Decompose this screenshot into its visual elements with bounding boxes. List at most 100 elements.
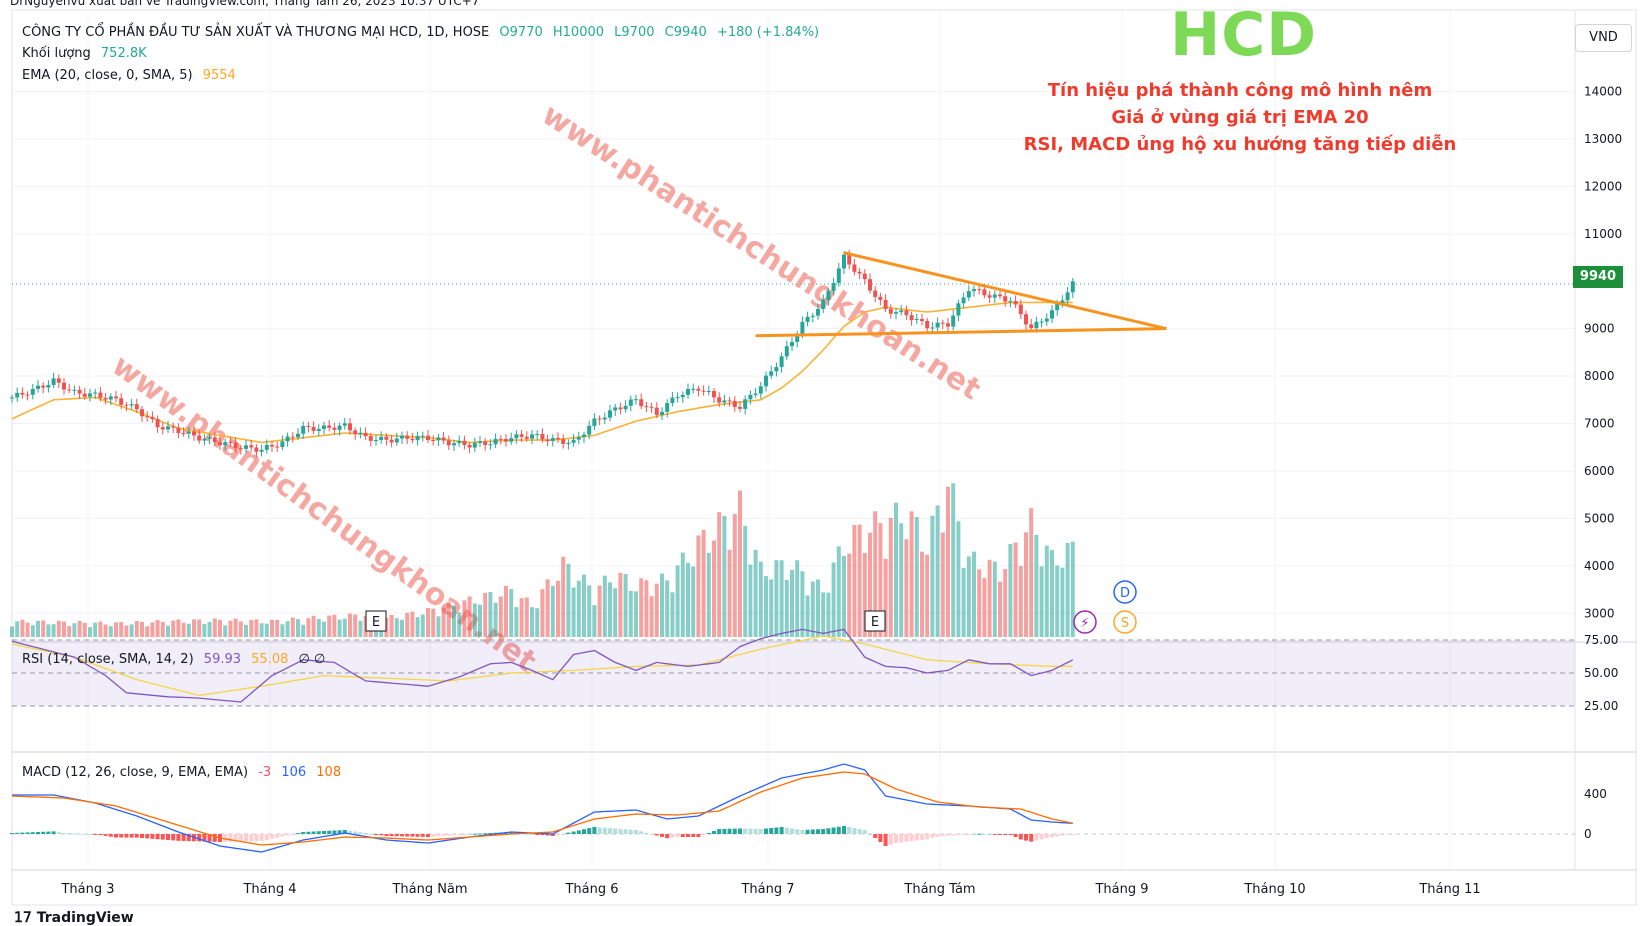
volume-bar [821,592,826,637]
candle-body [244,445,248,449]
candle-body [270,444,274,447]
candle-body [618,407,623,410]
rsi-legend[interactable]: RSI (14, close, SMA, 14, 2) 59.93 55.08 … [22,652,331,667]
volume-bar [1008,544,1013,637]
macd-histogram-bar [400,834,404,837]
macd-histogram-bar [868,834,872,835]
macd-histogram-bar [171,834,176,841]
volume-bar [280,624,285,637]
volume-bar [800,571,805,637]
watermark-text: www.phantichchungkhoan.net [536,97,987,407]
volume-bar [20,619,25,637]
candle-body [743,399,748,409]
candle-body [467,444,472,448]
candle-body [592,418,597,426]
macd-histogram-bar [769,828,774,834]
ema-legend[interactable]: EMA (20, close, 0, SMA, 5) 9554 [22,68,242,83]
macd-histogram-bar [816,829,820,834]
currency-button[interactable]: VND [1575,24,1632,52]
event-markers[interactable]: E E DS ⚡ [365,580,1137,634]
pane-separators [11,9,1637,906]
candle-body [363,432,368,437]
candle-body [712,391,716,398]
macd-histogram-bar [332,830,337,834]
volume-bar [223,625,228,637]
rsi-line [11,628,1074,703]
candle-body [264,444,269,450]
macd-histogram-bar [488,833,493,834]
candle-body [956,303,961,316]
volume-bar [436,616,441,637]
lightning-icon-circle [1073,610,1097,634]
volume-bar [1013,542,1018,637]
volume-bar [129,624,134,637]
volume-bar [119,622,124,637]
candle-body [410,438,415,441]
macd-histogram-bar [394,834,399,837]
candle-body [322,425,326,429]
macd-histogram-bar [888,834,893,845]
candle-body [72,389,77,391]
volume-bar [550,585,555,637]
candle-body [296,433,300,438]
macd-histogram-bar [259,834,264,841]
macd-histogram-bar [654,834,659,836]
macd-histogram-bar [244,834,248,842]
macd-histogram-bar [1018,834,1023,840]
volume-legend[interactable]: Khối lượng 752.8K [22,46,153,61]
macd-histogram-bar [202,834,207,842]
volume-bar [197,619,202,637]
candle-body [436,437,441,441]
volume-bar [51,624,56,637]
macd-histogram-bar [618,828,623,834]
rsi-value: 59.93 [203,652,242,667]
macd-histogram-bar [462,834,467,835]
volume-bar [192,619,196,637]
macd-histogram-bar [842,826,846,834]
volume-bar [114,622,118,637]
volume-bar [275,619,280,637]
tradingview-logo-icon: 𝟣𝟩 [14,910,37,926]
candle-body [914,319,919,321]
volume-bar [327,615,332,637]
candle-body [1018,304,1023,315]
macd-histogram-bar [134,834,139,838]
macd-histogram-bar [129,834,134,838]
candle-body [1065,292,1070,301]
macd-histogram-bar [311,831,316,834]
volume-bar [493,602,498,637]
volume-bar [805,595,810,637]
footer-text: TradingView [36,910,134,926]
macd-histogram-bar [51,831,56,834]
candle-body [426,435,430,441]
macd-histogram-bar [972,834,976,835]
candle-body [1003,296,1008,302]
ema-label: EMA (20, close, 0, SMA, 5) [22,68,193,83]
macd-histogram-bar [285,834,290,836]
volume-bar [46,624,51,637]
candle-body [998,294,1002,297]
volume-bar [862,552,867,637]
candle-body [103,397,108,400]
macd-histogram-bar [374,834,378,835]
macd-histogram-bar [587,828,592,834]
macd-histogram-bar [779,827,784,834]
ema-value: 9554 [202,68,236,83]
macd-histogram-bar [795,829,800,834]
volume-bar [488,592,493,637]
macd-histogram-bar [946,834,950,836]
macd-histogram-bar [1024,834,1028,841]
macd-histogram-bar [25,832,30,834]
volume-bar [519,598,524,637]
macd-histogram-bar [930,834,935,838]
volume-bar [920,551,924,637]
candle-body [472,442,477,448]
macd-legend[interactable]: MACD (12, 26, close, 9, EMA, EMA) -3 106… [22,765,347,780]
macd-histogram-bar [426,834,430,837]
candle-body [909,315,914,321]
price-tick-label: 8000 [1584,369,1615,383]
volume-bar [675,565,680,637]
candle-body [639,399,644,407]
candle-body [748,394,753,400]
